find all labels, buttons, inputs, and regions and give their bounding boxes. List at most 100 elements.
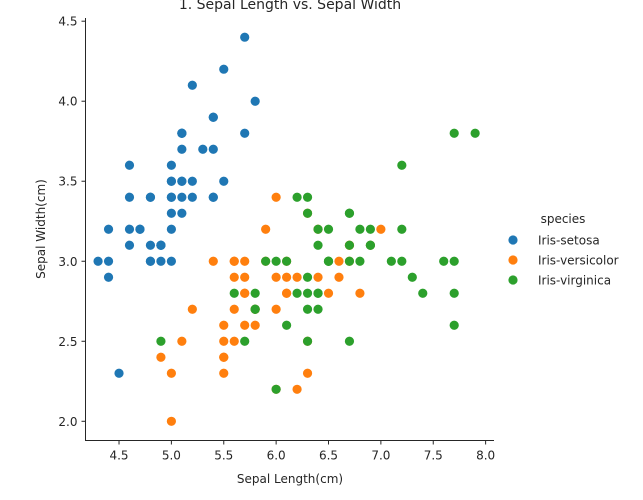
data-point bbox=[323, 288, 334, 298]
data-point bbox=[156, 336, 166, 346]
data-point bbox=[302, 272, 313, 282]
y-tick-label: 2.0 bbox=[58, 415, 77, 429]
data-point bbox=[219, 352, 229, 362]
data-point bbox=[355, 256, 365, 266]
data-point bbox=[313, 304, 323, 314]
x-axis-label: Sepal Length(cm) bbox=[237, 472, 343, 486]
data-point bbox=[344, 240, 355, 250]
data-point bbox=[166, 256, 176, 266]
y-tick-label: 2.5 bbox=[58, 335, 77, 349]
data-point bbox=[229, 288, 239, 298]
data-point bbox=[229, 272, 239, 282]
data-point bbox=[282, 272, 292, 282]
data-point bbox=[156, 352, 166, 362]
data-point bbox=[449, 128, 459, 138]
x-tick-label: 6.5 bbox=[319, 449, 338, 463]
data-point bbox=[166, 192, 176, 202]
data-point bbox=[271, 192, 281, 202]
data-point bbox=[271, 256, 281, 266]
data-point bbox=[271, 304, 281, 314]
data-point bbox=[219, 64, 229, 74]
data-point bbox=[187, 80, 197, 90]
data-point bbox=[240, 256, 250, 266]
y-tick-label: 4.0 bbox=[58, 95, 77, 109]
legend: species Iris-setosa Iris-versicolor Iris-v… bbox=[508, 212, 619, 288]
legend-label: Iris-virginica bbox=[538, 274, 611, 288]
data-point bbox=[166, 208, 176, 218]
data-point bbox=[124, 240, 135, 250]
x-tick-label: 6.0 bbox=[267, 449, 286, 463]
data-point bbox=[302, 368, 313, 378]
data-point bbox=[240, 336, 250, 346]
data-point bbox=[135, 224, 145, 234]
data-point bbox=[187, 192, 197, 202]
data-point bbox=[187, 304, 197, 314]
data-point bbox=[103, 272, 114, 282]
data-point bbox=[177, 208, 187, 218]
data-point bbox=[145, 192, 156, 202]
data-point bbox=[219, 336, 229, 346]
data-point bbox=[240, 128, 250, 138]
y-ticks: 2.0 2.5 3.0 3.5 4.0 4.5 bbox=[58, 15, 86, 429]
data-point bbox=[292, 384, 302, 394]
data-point bbox=[397, 256, 407, 266]
axes bbox=[85, 18, 494, 441]
chart-title: 1. Sepal Length vs. Sepal Width bbox=[179, 0, 401, 13]
data-point bbox=[166, 176, 176, 186]
data-point bbox=[250, 288, 260, 298]
data-point bbox=[145, 240, 156, 250]
legend-title: species bbox=[541, 212, 586, 226]
data-point bbox=[302, 288, 313, 298]
data-point bbox=[208, 192, 218, 202]
data-point bbox=[407, 272, 417, 282]
y-tick-label: 3.5 bbox=[58, 175, 77, 189]
data-point bbox=[334, 272, 344, 282]
data-point bbox=[344, 208, 355, 218]
data-point bbox=[156, 256, 166, 266]
data-point bbox=[313, 288, 323, 298]
data-point bbox=[198, 144, 208, 154]
legend-label: Iris-versicolor bbox=[538, 254, 619, 268]
data-point bbox=[365, 240, 375, 250]
data-point bbox=[344, 336, 355, 346]
legend-marker bbox=[508, 255, 518, 265]
data-point bbox=[166, 368, 176, 378]
data-point bbox=[177, 176, 187, 186]
data-point bbox=[449, 256, 459, 266]
data-point bbox=[261, 256, 271, 266]
data-point bbox=[103, 256, 114, 266]
data-point bbox=[229, 304, 239, 314]
x-ticks: 4.5 5.0 5.5 6.0 6.5 7.0 7.5 8.0 bbox=[109, 440, 495, 463]
data-point bbox=[177, 144, 187, 154]
data-point bbox=[156, 240, 166, 250]
data-point bbox=[177, 128, 187, 138]
data-point bbox=[187, 176, 197, 186]
data-point bbox=[302, 208, 313, 218]
x-tick-label: 7.5 bbox=[424, 449, 443, 463]
data-point bbox=[124, 192, 135, 202]
data-point bbox=[229, 336, 239, 346]
data-point bbox=[208, 112, 218, 122]
data-point bbox=[313, 272, 323, 282]
data-point bbox=[344, 256, 355, 266]
data-point bbox=[219, 368, 229, 378]
data-point bbox=[124, 160, 135, 170]
data-point bbox=[282, 288, 292, 298]
data-point bbox=[313, 224, 323, 234]
data-point bbox=[449, 320, 459, 330]
data-point bbox=[292, 192, 302, 202]
data-point bbox=[376, 224, 386, 234]
data-point bbox=[240, 288, 250, 298]
data-point bbox=[313, 240, 323, 250]
data-point bbox=[177, 336, 187, 346]
data-point bbox=[124, 224, 135, 234]
data-point bbox=[271, 272, 281, 282]
data-point bbox=[261, 224, 271, 234]
data-point bbox=[103, 224, 114, 234]
x-tick-label: 8.0 bbox=[476, 449, 495, 463]
data-point bbox=[323, 224, 334, 234]
x-tick-label: 5.5 bbox=[214, 449, 233, 463]
data-point bbox=[250, 304, 260, 314]
data-point bbox=[250, 96, 260, 106]
data-point bbox=[166, 224, 176, 234]
